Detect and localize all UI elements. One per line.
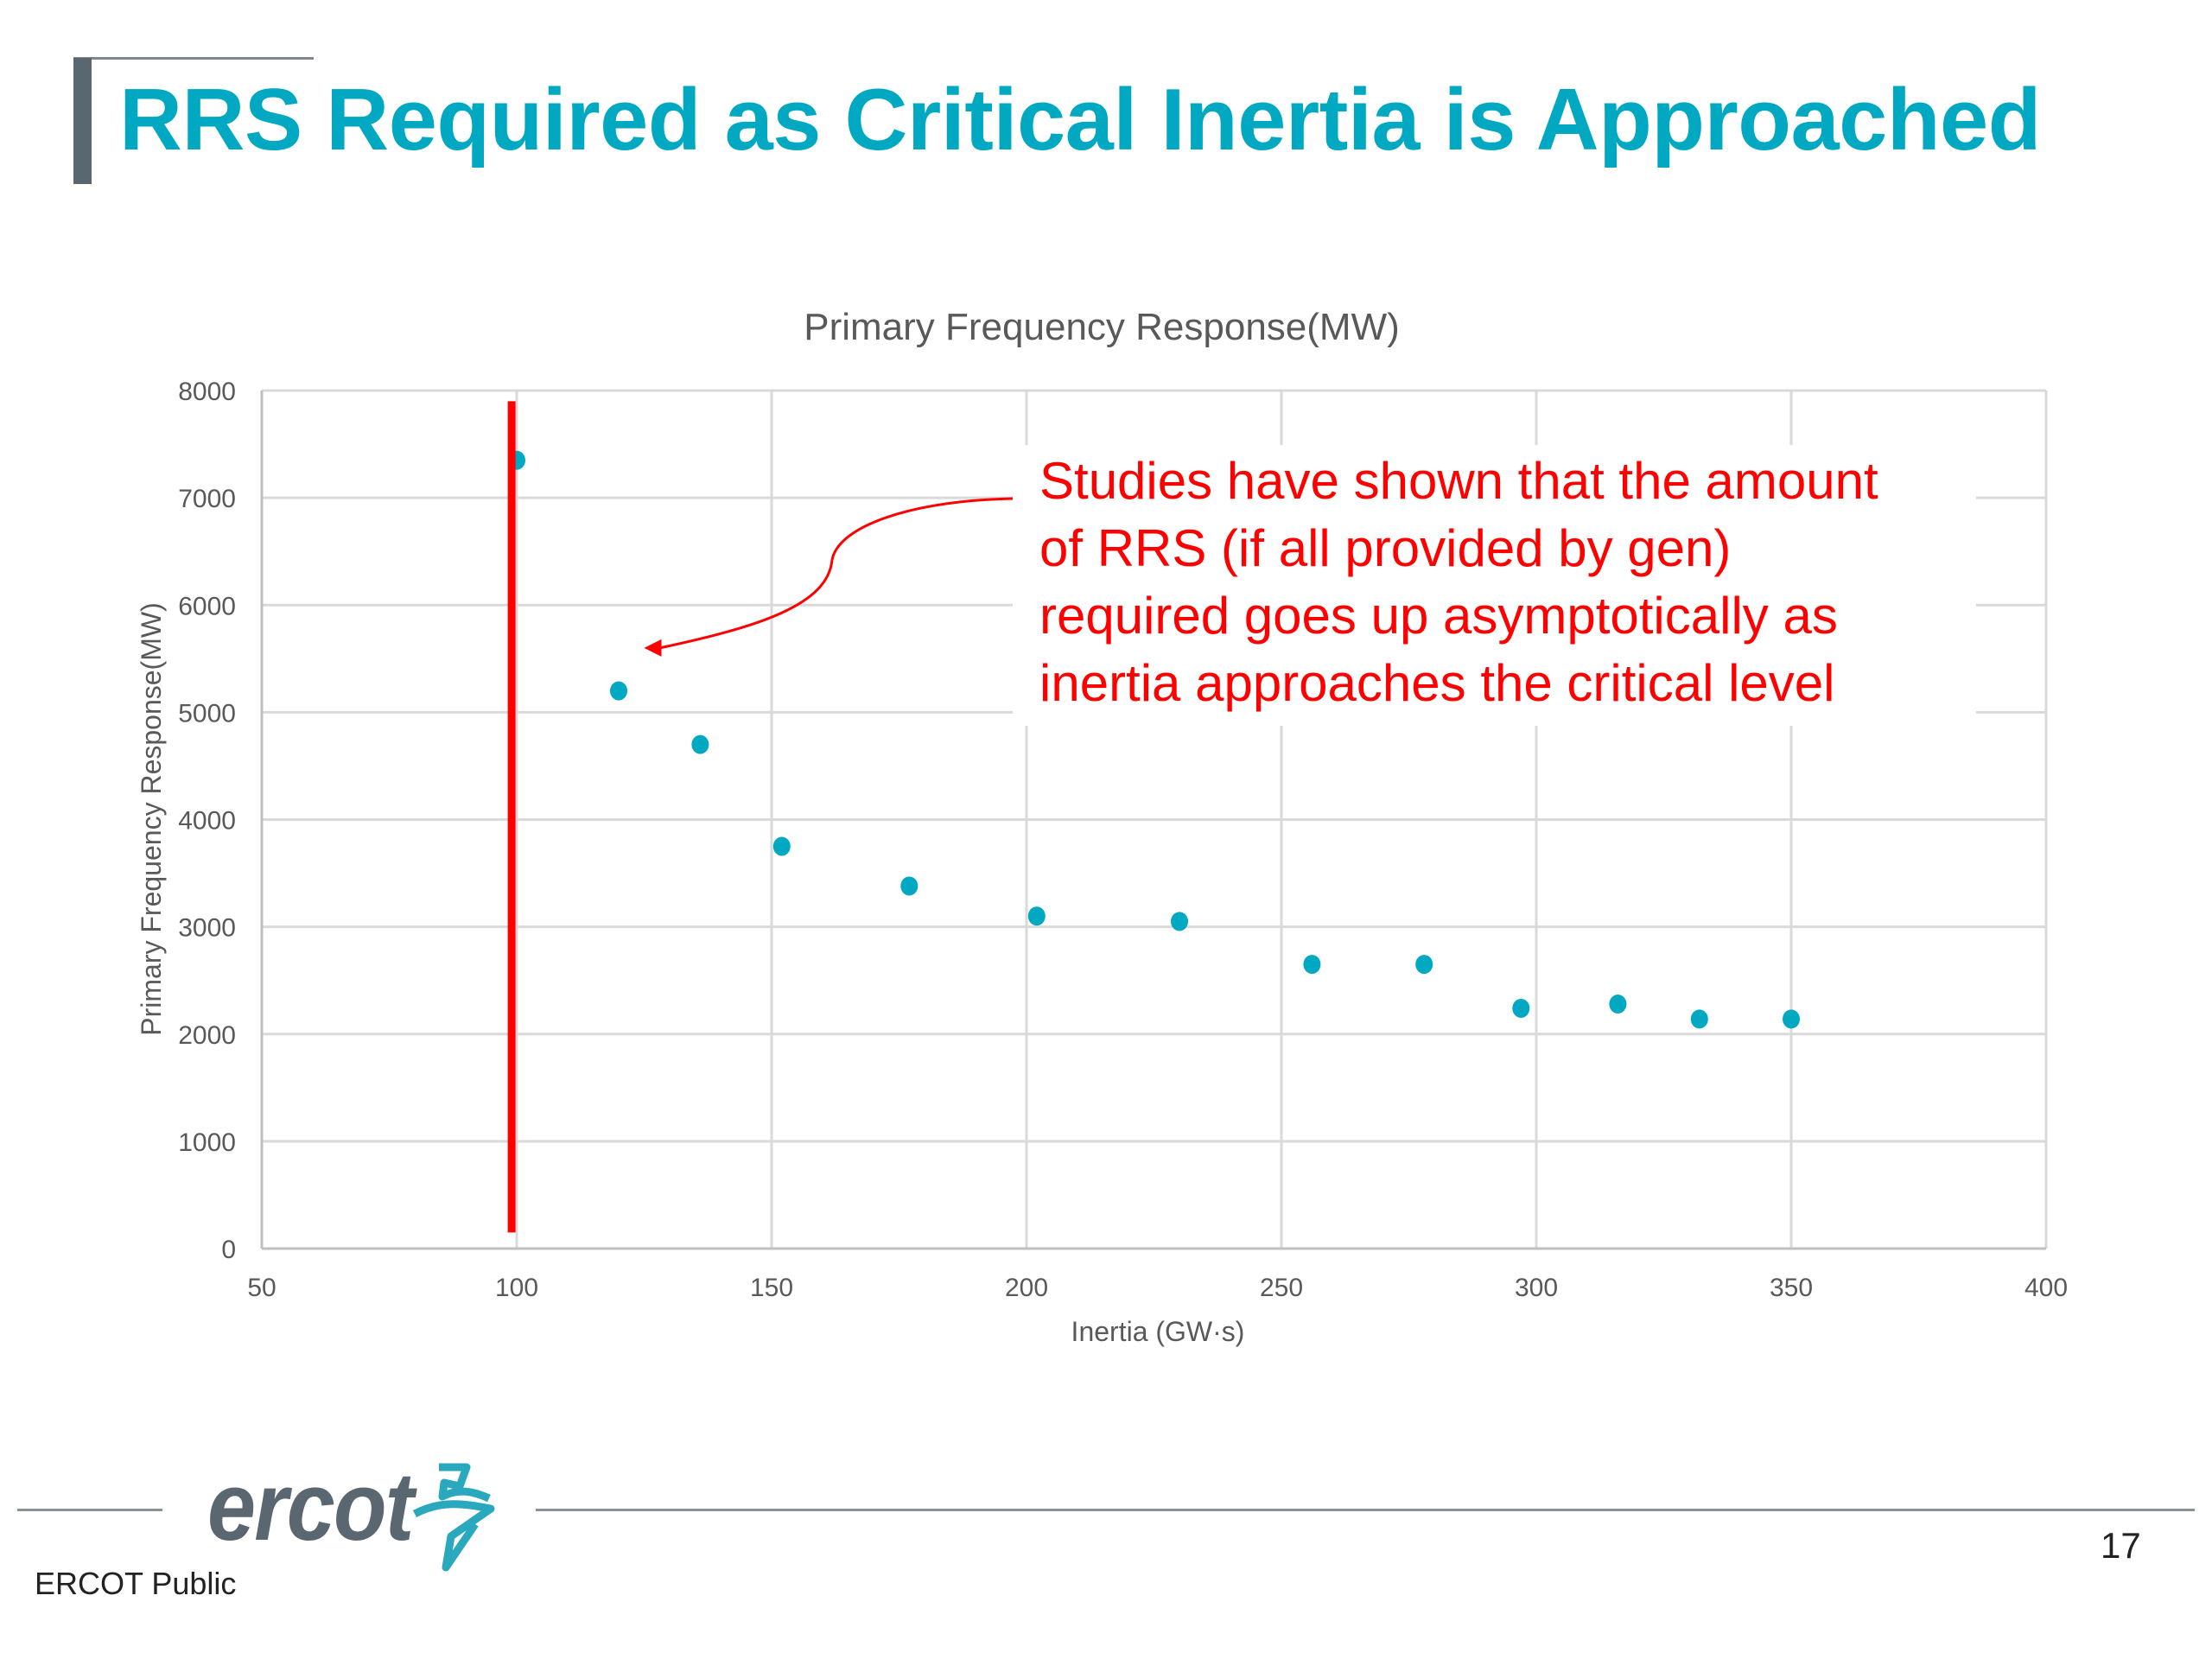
annotation-line: Studies have shown that the amount: [1039, 452, 1878, 510]
axes: [260, 391, 2046, 1250]
annotation-line: required goes up asymptotically as: [1039, 587, 1838, 645]
data-points: [508, 450, 1800, 1029]
data-point: [1609, 994, 1627, 1014]
x-tick-label: 300: [1515, 1274, 1558, 1302]
x-tick-label: 100: [495, 1274, 538, 1302]
annotation-line: of RRS (if all provided by gen): [1039, 519, 1731, 577]
classification-label: ERCOT Public: [35, 1566, 237, 1601]
data-point: [1415, 955, 1433, 975]
y-tick-label: 8000: [178, 378, 236, 406]
annotation-box: [1013, 445, 1976, 726]
y-tick-label: 6000: [178, 592, 236, 620]
x-tick-label: 400: [2024, 1274, 2068, 1302]
y-tick-label: 4000: [178, 807, 236, 836]
y-tick-label: 1000: [178, 1128, 236, 1157]
x-tick-labels: 50 100 150 200 250 300 350 400: [247, 1274, 2068, 1302]
x-tick-label: 200: [1005, 1274, 1048, 1302]
data-point: [1512, 998, 1530, 1018]
chart-title: Primary Frequency Response(MW): [804, 306, 1400, 348]
footer-divider-left: [17, 1509, 162, 1511]
data-point: [772, 836, 791, 856]
data-point: [1171, 912, 1188, 931]
ercot-logo: ercot: [199, 1452, 510, 1573]
data-point: [1783, 1009, 1800, 1029]
y-tick-label: 3000: [178, 914, 236, 943]
title-bracket-top: [73, 57, 314, 60]
grid: [262, 389, 2048, 1249]
annotation-line: inertia approaches the critical level: [1039, 654, 1834, 712]
x-tick-label: 150: [750, 1274, 793, 1302]
data-point: [900, 876, 918, 896]
x-tick-label: 250: [1260, 1274, 1303, 1302]
ercot-lightning-mark-icon: [412, 1463, 495, 1572]
y-tick-label: 2000: [178, 1021, 236, 1050]
y-tick-label: 5000: [178, 699, 236, 728]
y-axis-label: Primary Frequency Response(MW): [136, 602, 167, 1035]
logo-wordmark: ercot: [207, 1452, 414, 1560]
annotation-text: Studies have shown that the amount of RRS…: [1039, 452, 1878, 712]
x-axis-label: Inertia (GW·s): [1071, 1316, 1245, 1347]
annotation-arrow: [659, 497, 1014, 650]
data-point: [1027, 906, 1046, 926]
slide-title: RRS Required as Critical Inertia is Appr…: [119, 72, 2041, 168]
page-number: 17: [2101, 1525, 2141, 1566]
x-tick-label: 50: [247, 1274, 276, 1302]
footer-divider-right: [536, 1509, 2195, 1511]
data-point: [1690, 1009, 1708, 1029]
y-tick-labels: 0 1000 2000 3000 4000 5000 6000 7000 8000: [178, 378, 236, 1264]
data-point: [610, 681, 627, 701]
y-tick-label: 7000: [178, 485, 236, 513]
y-tick-label: 0: [221, 1236, 236, 1264]
x-tick-label: 350: [1770, 1274, 1813, 1302]
data-point: [1303, 955, 1321, 975]
data-point: [691, 734, 709, 754]
annotation-arrowhead: [644, 639, 662, 657]
title-bracket-bar: [73, 58, 92, 184]
